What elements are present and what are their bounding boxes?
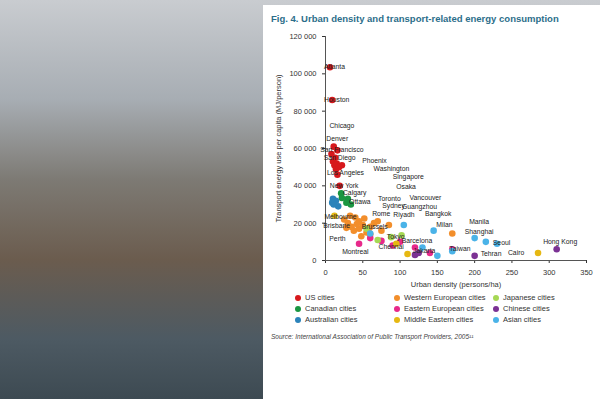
svg-text:Houston: Houston	[324, 96, 350, 103]
svg-text:Chennai: Chennai	[378, 243, 404, 250]
svg-text:50: 50	[359, 268, 367, 277]
html-text:Australian cities: Australian cities	[305, 315, 358, 324]
svg-text:Singapore: Singapore	[393, 173, 424, 181]
html-text:Source: International Associat: Source: International Association of Pub…	[271, 333, 474, 340]
svg-text:Phoenix: Phoenix	[362, 157, 387, 164]
svg-text:Tokyo: Tokyo	[387, 233, 405, 241]
svg-text:Los Angeles: Los Angeles	[327, 169, 365, 177]
svg-text:Guangzhou: Guangzhou	[401, 202, 438, 210]
svg-text:Cairo: Cairo	[508, 249, 524, 256]
svg-text:0: 0	[323, 268, 327, 277]
html-text:Canadian cities: Canadian cities	[305, 304, 357, 313]
svg-text:40 000: 40 000	[294, 181, 317, 190]
svg-text:20 000: 20 000	[294, 219, 317, 228]
svg-text:Jakarta: Jakarta	[413, 247, 436, 254]
html-text:Asian cities: Asian cities	[503, 315, 541, 324]
svg-text:Shanghai: Shanghai	[465, 228, 494, 236]
svg-text:Urban density (persons/ha): Urban density (persons/ha)	[411, 280, 502, 289]
svg-text:Ottawa: Ottawa	[349, 198, 371, 205]
svg-text:60 000: 60 000	[294, 144, 317, 153]
html-text:US cities: US cities	[305, 293, 335, 302]
svg-text:Vancouver: Vancouver	[409, 194, 442, 201]
svg-text:Seoul: Seoul	[493, 239, 511, 246]
svg-text:Manila: Manila	[469, 218, 489, 225]
svg-text:Montreal: Montreal	[342, 248, 369, 255]
html-text:Japanese cities: Japanese cities	[503, 293, 555, 302]
html-text:Middle Eastern cities: Middle Eastern cities	[404, 315, 474, 324]
svg-text:Osaka: Osaka	[396, 183, 416, 190]
svg-text:Bangkok: Bangkok	[425, 210, 452, 218]
svg-text:120 000: 120 000	[289, 32, 316, 41]
svg-text:0: 0	[312, 256, 316, 265]
svg-text:Rome: Rome	[372, 210, 390, 217]
svg-text:San Diego: San Diego	[324, 154, 356, 162]
svg-text:100 000: 100 000	[289, 69, 316, 78]
svg-text:250: 250	[506, 268, 519, 277]
svg-text:New York: New York	[330, 182, 359, 189]
svg-text:Brisbane: Brisbane	[323, 222, 350, 229]
svg-text:Hong Kong: Hong Kong	[543, 238, 577, 246]
svg-text:Barcelona: Barcelona	[402, 237, 433, 244]
svg-text:80 000: 80 000	[294, 107, 317, 116]
svg-text:200: 200	[468, 268, 481, 277]
svg-text:300: 300	[543, 268, 556, 277]
svg-text:150: 150	[431, 268, 444, 277]
svg-text:Melbourne: Melbourne	[324, 213, 356, 220]
svg-text:Brussels: Brussels	[362, 223, 389, 230]
svg-text:Taiwan: Taiwan	[449, 245, 470, 252]
svg-text:Washington: Washington	[374, 165, 410, 173]
svg-text:Calgary: Calgary	[343, 189, 367, 197]
svg-text:Perth: Perth	[329, 235, 345, 242]
svg-text:Atlanta: Atlanta	[324, 63, 345, 70]
svg-text:100: 100	[394, 268, 407, 277]
svg-text:Denver: Denver	[326, 135, 349, 142]
svg-text:Toronto: Toronto	[378, 195, 401, 202]
html-text:Chinese cities: Chinese cities	[503, 304, 550, 313]
svg-text:Riyadh: Riyadh	[393, 211, 414, 219]
svg-text:Tehran: Tehran	[481, 250, 502, 257]
svg-text:Chicago: Chicago	[329, 122, 354, 130]
html-text:Western European cities: Western European cities	[404, 293, 486, 302]
svg-text:Transport energy use per capit: Transport energy use per capita (MJ/pers…	[274, 74, 283, 223]
svg-text:Milan: Milan	[436, 221, 452, 228]
svg-text:San Francisco: San Francisco	[320, 146, 364, 153]
svg-text:350: 350	[580, 268, 593, 277]
html-text:Eastern European cities: Eastern European cities	[404, 304, 484, 313]
html-text:Fig. 4. Urban density and tran: Fig. 4. Urban density and transport-rela…	[271, 13, 559, 24]
